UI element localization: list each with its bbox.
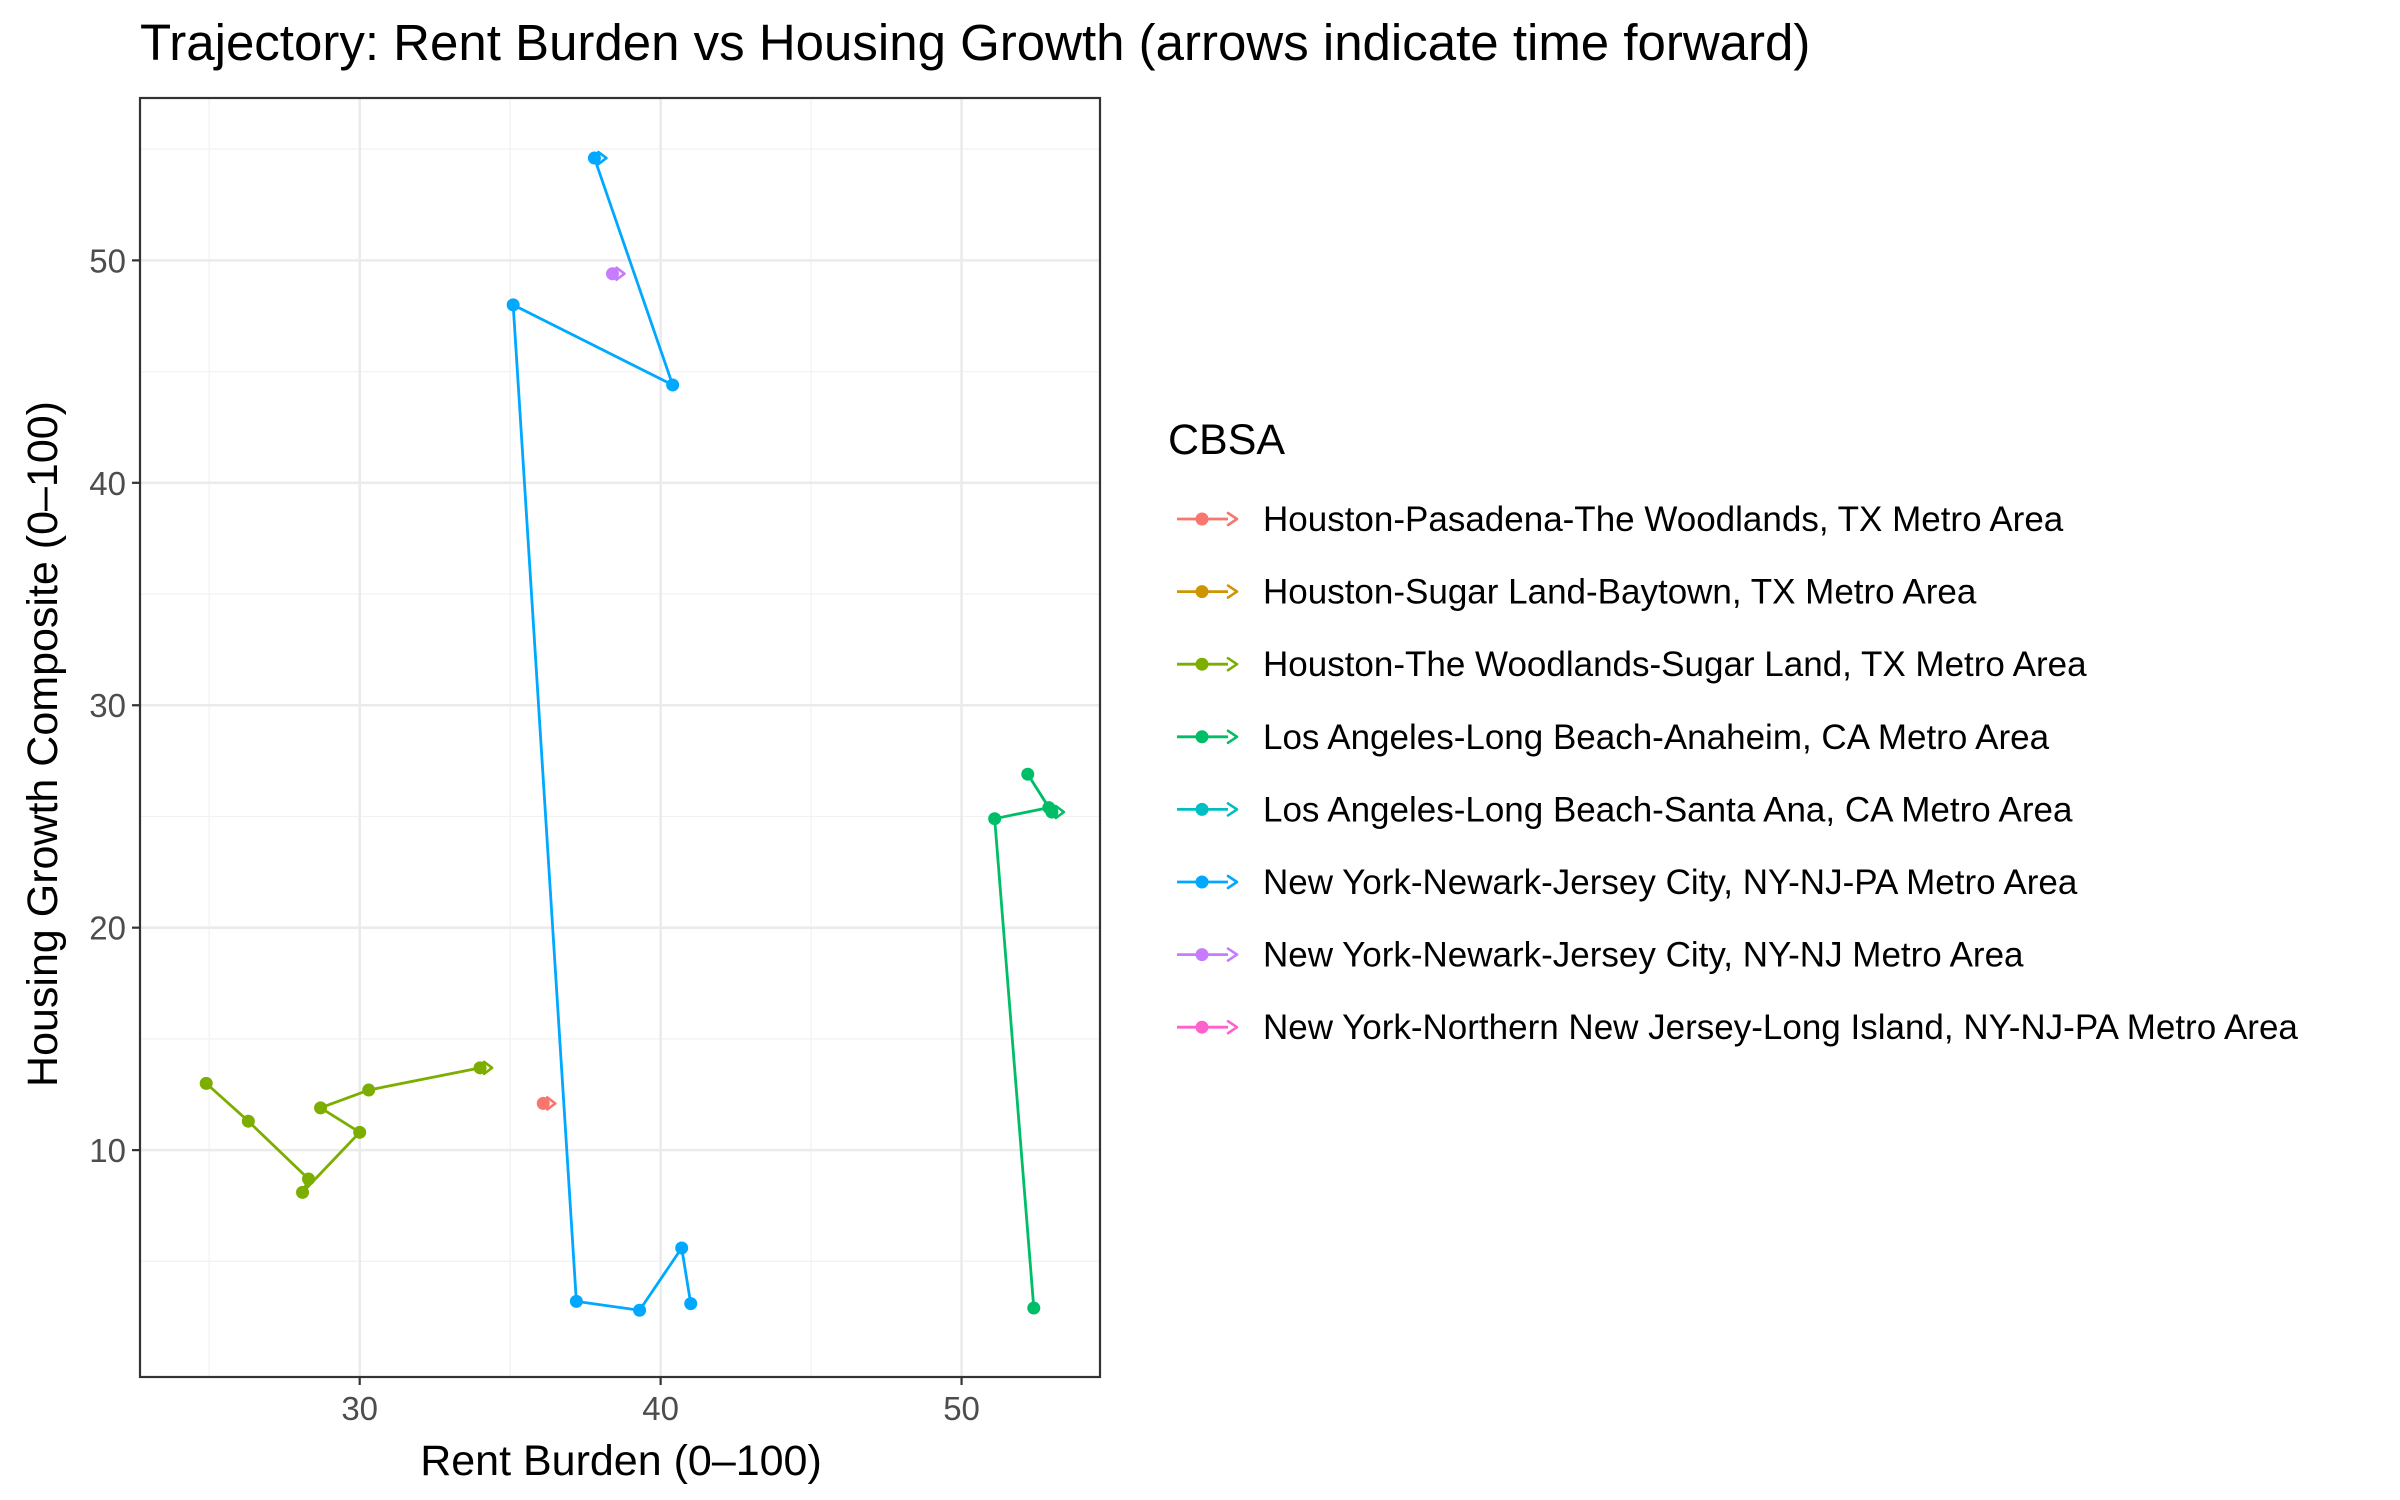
legend-label: New York-Newark-Jersey City, NY-NJ Metro… (1263, 936, 2024, 975)
series-layer (199, 150, 1066, 1317)
time-arrowhead (545, 1096, 557, 1111)
series-line (205, 1066, 481, 1194)
legend-item: Los Angeles-Long Beach-Santa Ana, CA Met… (1177, 790, 2073, 829)
legend-item: Houston-Pasadena-The Woodlands, TX Metro… (1177, 500, 2064, 539)
data-point (1027, 1301, 1041, 1315)
y-axis: 10 20 30 40 50 (89, 242, 140, 1169)
data-point (296, 1185, 310, 1199)
legend-key-arrowhead (1226, 656, 1239, 672)
data-point (302, 1172, 316, 1186)
legend-key-arrowhead (1226, 802, 1239, 817)
plot-panel (138, 96, 1102, 1379)
panel-border (138, 96, 1102, 1379)
x-tick-label: 50 (943, 1390, 980, 1427)
panel-background (140, 98, 1100, 1377)
x-axis-title: Rent Burden (0–100) (420, 1437, 822, 1485)
series-2 (199, 1060, 494, 1199)
legend-label: New York-Newark-Jersey City, NY-NJ-PA Me… (1263, 863, 2078, 902)
data-point (241, 1114, 255, 1128)
data-point (587, 151, 601, 165)
y-axis-title: Housing Growth Composite (0–100) (19, 401, 67, 1087)
data-point (506, 298, 520, 312)
data-point (473, 1061, 487, 1075)
grid-minor (140, 98, 1100, 1377)
legend-key-arrowhead (1226, 1019, 1239, 1035)
legend-key-point (1195, 730, 1209, 744)
legend-item: Houston-Sugar Land-Baytown, TX Metro Are… (1177, 573, 1977, 612)
chart-title: Trajectory: Rent Burden vs Housing Growt… (140, 14, 1810, 71)
series-0 (536, 1096, 557, 1111)
y-tick-label: 30 (89, 687, 126, 724)
legend-label: Los Angeles-Long Beach-Santa Ana, CA Met… (1263, 790, 2073, 829)
time-arrowhead (615, 266, 626, 282)
legend-key-point (1195, 875, 1209, 889)
legend-key-arrowhead (1226, 511, 1239, 527)
series-6 (605, 266, 626, 282)
legend-key-point (1195, 1020, 1209, 1034)
legend-item: Los Angeles-Long Beach-Anaheim, CA Metro… (1177, 718, 2050, 757)
legend-key-arrowhead (1226, 947, 1239, 962)
data-point (1045, 805, 1059, 819)
legend-title: CBSA (1168, 416, 1285, 464)
grid-major (140, 98, 1100, 1377)
legend-key-point (1195, 585, 1209, 599)
legend-key-point (1195, 948, 1209, 962)
x-tick-label: 40 (642, 1390, 679, 1427)
legend-item: New York-Northern New Jersey-Long Island… (1177, 1008, 2298, 1047)
series-3 (988, 767, 1066, 1315)
data-point (605, 267, 619, 281)
data-point (362, 1083, 376, 1097)
data-point (536, 1096, 550, 1110)
x-axis: 30 40 50 (341, 1377, 980, 1427)
data-point (199, 1076, 213, 1090)
data-point (633, 1303, 647, 1317)
legend-key-arrowhead (1226, 874, 1239, 890)
data-point (314, 1101, 328, 1115)
time-arrowhead (1054, 804, 1066, 820)
legend-key-point (1195, 802, 1209, 816)
data-point (353, 1125, 367, 1139)
legend: CBSA Houston-Pasadena-The Woodlands, TX … (1168, 416, 2298, 1047)
y-tick-label: 40 (89, 465, 126, 502)
data-point (666, 378, 680, 392)
time-arrowhead (597, 150, 608, 166)
time-arrowhead (482, 1060, 494, 1076)
legend-item: New York-Newark-Jersey City, NY-NJ Metro… (1177, 936, 2024, 975)
legend-key-point (1195, 512, 1209, 526)
series-5 (506, 150, 698, 1317)
legend-items: Houston-Pasadena-The Woodlands, TX Metro… (1177, 500, 2298, 1047)
legend-label: New York-Northern New Jersey-Long Island… (1263, 1008, 2298, 1047)
legend-key-arrowhead (1226, 584, 1239, 599)
data-point (684, 1297, 698, 1311)
data-point (569, 1294, 583, 1308)
legend-label: Houston-Sugar Land-Baytown, TX Metro Are… (1263, 573, 1977, 612)
legend-label: Houston-The Woodlands-Sugar Land, TX Met… (1263, 645, 2087, 684)
legend-key-arrowhead (1226, 729, 1239, 745)
legend-item: New York-Newark-Jersey City, NY-NJ-PA Me… (1177, 863, 2078, 902)
legend-label: Los Angeles-Long Beach-Anaheim, CA Metro… (1263, 718, 2050, 757)
y-tick-label: 10 (89, 1132, 126, 1169)
y-tick-label: 50 (89, 242, 126, 279)
data-point (675, 1241, 689, 1255)
legend-item: Houston-The Woodlands-Sugar Land, TX Met… (1177, 645, 2087, 684)
x-tick-label: 30 (341, 1390, 378, 1427)
legend-key-point (1195, 657, 1209, 671)
y-tick-label: 20 (89, 910, 126, 947)
data-point (988, 812, 1002, 826)
data-point (1021, 767, 1035, 781)
legend-label: Houston-Pasadena-The Woodlands, TX Metro… (1263, 500, 2064, 539)
